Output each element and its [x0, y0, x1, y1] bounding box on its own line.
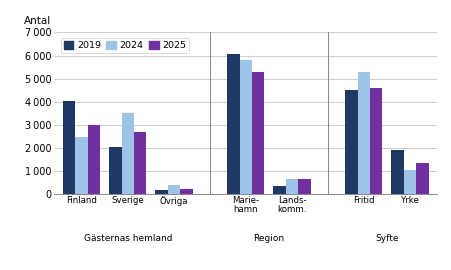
- Bar: [416, 163, 429, 194]
- Bar: [122, 113, 134, 194]
- Bar: [180, 189, 193, 194]
- Bar: [168, 185, 180, 194]
- Bar: [239, 60, 252, 194]
- Bar: [391, 150, 404, 194]
- Bar: [63, 101, 75, 194]
- Text: Gästernas hemland: Gästernas hemland: [83, 234, 172, 243]
- Bar: [298, 179, 311, 194]
- Bar: [227, 54, 239, 194]
- Bar: [75, 137, 87, 194]
- Text: Antal: Antal: [23, 16, 51, 26]
- Bar: [273, 186, 286, 194]
- Legend: 2019, 2024, 2025: 2019, 2024, 2025: [61, 38, 189, 53]
- Bar: [286, 179, 298, 194]
- Bar: [87, 125, 100, 194]
- Bar: [252, 72, 264, 194]
- Bar: [358, 72, 370, 194]
- Bar: [134, 132, 147, 194]
- Bar: [109, 147, 122, 194]
- Bar: [345, 90, 358, 194]
- Text: Region: Region: [253, 234, 285, 243]
- Bar: [404, 170, 416, 194]
- Text: Syfte: Syfte: [375, 234, 399, 243]
- Bar: [370, 88, 382, 194]
- Bar: [156, 190, 168, 194]
